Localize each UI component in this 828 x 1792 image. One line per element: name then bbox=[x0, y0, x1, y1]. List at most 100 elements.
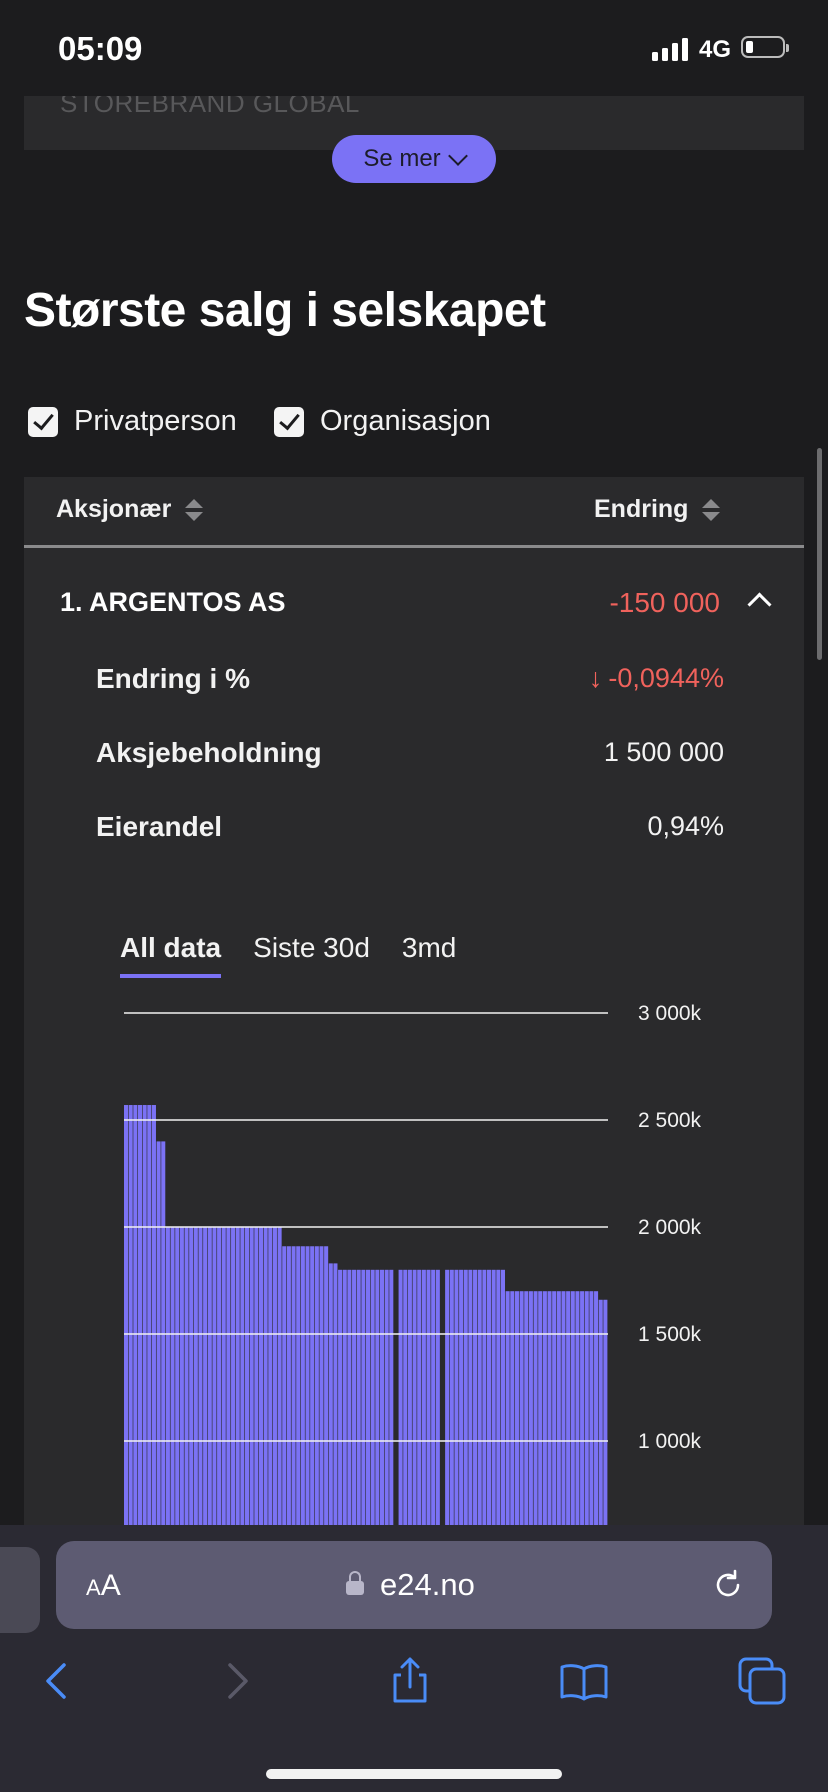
back-icon[interactable] bbox=[30, 1653, 86, 1709]
checkbox-checked-icon[interactable] bbox=[28, 406, 58, 437]
chart-bar bbox=[403, 1269, 408, 1527]
url-text[interactable]: e24.no bbox=[380, 1567, 475, 1602]
browser-bottom-bar: AA e24.no bbox=[0, 1525, 828, 1792]
column-header-shareholder[interactable]: Aksjonær bbox=[56, 495, 204, 524]
chart-bar bbox=[445, 1269, 450, 1527]
see-more-label: Se mer bbox=[363, 145, 441, 172]
row-title[interactable]: 1. ARGENTOS AS bbox=[60, 587, 286, 617]
chart-bar bbox=[254, 1227, 259, 1527]
lock-icon bbox=[346, 1571, 364, 1595]
chart-bar bbox=[193, 1227, 198, 1527]
detail-label-ownership: Eierandel bbox=[96, 811, 223, 842]
chart-bar bbox=[477, 1269, 482, 1527]
chart-bar bbox=[468, 1269, 473, 1527]
chart-bar bbox=[338, 1269, 343, 1527]
chart-bar bbox=[342, 1269, 347, 1527]
chart-bar bbox=[589, 1291, 594, 1527]
tabs-icon[interactable] bbox=[734, 1653, 790, 1709]
chart-range-tabs: All data Siste 30d 3md bbox=[120, 932, 456, 978]
chart-bar bbox=[137, 1105, 143, 1527]
battery-icon bbox=[741, 36, 789, 58]
chart-bar bbox=[352, 1269, 357, 1527]
chart-bar bbox=[398, 1269, 403, 1527]
chart-bar bbox=[124, 1105, 129, 1527]
home-indicator bbox=[266, 1769, 562, 1779]
chart-bar bbox=[524, 1291, 529, 1527]
filter-organisasjon[interactable]: Organisasjon bbox=[274, 405, 491, 438]
reload-icon[interactable] bbox=[710, 1567, 746, 1603]
chart-bar bbox=[263, 1227, 268, 1527]
text-size-button[interactable]: AA bbox=[86, 1569, 121, 1602]
chart-bar bbox=[426, 1269, 431, 1527]
chart-bar bbox=[212, 1227, 217, 1527]
chart-bar bbox=[356, 1269, 361, 1527]
chart-bar bbox=[528, 1291, 533, 1527]
tab-last-30d[interactable]: Siste 30d bbox=[253, 932, 370, 963]
y-axis-tick-label: 2 000k bbox=[638, 1216, 702, 1239]
chart-bar bbox=[566, 1291, 571, 1527]
chart-bar bbox=[407, 1269, 412, 1527]
filter-label: Organisasjon bbox=[320, 405, 491, 437]
forward-icon[interactable] bbox=[208, 1653, 264, 1709]
see-more-button[interactable]: Se mer bbox=[332, 135, 496, 183]
table-header: Aksjonær Endring bbox=[24, 477, 804, 548]
bookmarks-icon[interactable] bbox=[556, 1653, 612, 1709]
chart-bar bbox=[449, 1269, 454, 1527]
chart-bar bbox=[142, 1105, 147, 1527]
address-bar[interactable]: AA e24.no bbox=[56, 1541, 772, 1629]
detail-value-ownership: 0,94% bbox=[647, 811, 724, 841]
chart-bar bbox=[379, 1269, 385, 1527]
share-icon[interactable] bbox=[382, 1653, 438, 1709]
chart-bar bbox=[482, 1269, 487, 1527]
chart-bar bbox=[561, 1291, 566, 1527]
chart-bar bbox=[235, 1227, 240, 1527]
y-axis-tick-label: 2 500k bbox=[638, 1109, 702, 1132]
detail-value-change-pct: ↓ -0,0944% bbox=[589, 663, 724, 694]
chart-bar bbox=[491, 1269, 496, 1527]
column-label: Aksjonær bbox=[56, 495, 172, 523]
chart-bar bbox=[421, 1269, 426, 1527]
holding-history-chart: 3 000k 2 500k 2 000k 1 500k 1 000k bbox=[124, 1002, 702, 1527]
chart-bar bbox=[361, 1269, 366, 1527]
status-bar: 05:09 4G bbox=[0, 0, 828, 96]
previous-tab-preview[interactable] bbox=[0, 1547, 40, 1633]
filter-label: Privatperson bbox=[74, 405, 237, 437]
chart-bar bbox=[272, 1227, 277, 1527]
filter-privatperson[interactable]: Privatperson bbox=[28, 405, 237, 438]
column-header-change[interactable]: Endring bbox=[594, 495, 721, 524]
chart-bar bbox=[282, 1246, 287, 1527]
chart-bar bbox=[603, 1299, 608, 1527]
tab-all-data[interactable]: All data bbox=[120, 932, 222, 978]
chart-bar bbox=[412, 1269, 417, 1527]
chart-bar bbox=[547, 1291, 552, 1527]
y-axis-tick-label: 1 000k bbox=[638, 1430, 702, 1453]
sort-icon bbox=[185, 498, 204, 521]
chart-bar bbox=[496, 1269, 501, 1527]
change-pct-text: -0,0944% bbox=[608, 663, 724, 693]
chart-bar bbox=[300, 1246, 305, 1527]
chart-bar bbox=[226, 1227, 231, 1527]
chart-bar bbox=[538, 1291, 543, 1527]
sort-icon bbox=[702, 498, 721, 521]
chart-bar bbox=[473, 1269, 478, 1527]
chart-bar bbox=[519, 1291, 524, 1527]
chart-bar bbox=[333, 1263, 338, 1527]
checkbox-checked-icon[interactable] bbox=[274, 406, 304, 437]
chart-bar bbox=[310, 1246, 315, 1527]
chart-bar bbox=[459, 1269, 464, 1527]
scrollbar[interactable] bbox=[817, 448, 822, 660]
chart-bar bbox=[575, 1291, 580, 1527]
chart-bar bbox=[258, 1227, 264, 1527]
chart-bar bbox=[203, 1227, 208, 1527]
chart-bar bbox=[277, 1227, 282, 1527]
chart-bar bbox=[514, 1291, 519, 1527]
chart-bar bbox=[347, 1269, 352, 1527]
chevron-down-icon bbox=[447, 146, 468, 166]
chart-bar bbox=[435, 1269, 440, 1527]
chart-bar bbox=[384, 1269, 389, 1527]
tab-3m[interactable]: 3md bbox=[401, 932, 457, 963]
chart-bar bbox=[147, 1105, 152, 1527]
chart-bar bbox=[128, 1105, 133, 1527]
chart-bar bbox=[454, 1269, 459, 1527]
chart-bar bbox=[207, 1227, 212, 1527]
